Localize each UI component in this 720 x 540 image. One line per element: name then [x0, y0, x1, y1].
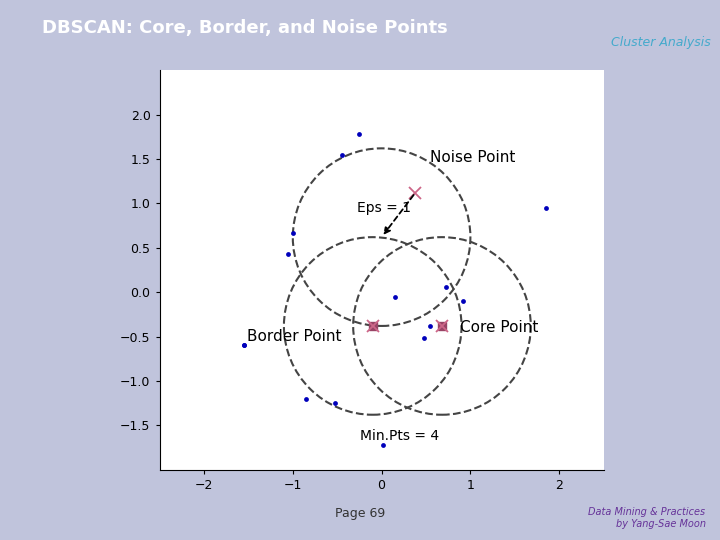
- Point: [389, 292, 400, 301]
- Point: [238, 341, 250, 350]
- Point: [457, 297, 469, 306]
- Text: Noise Point: Noise Point: [431, 150, 516, 165]
- Point: [425, 322, 436, 330]
- Point: [282, 249, 294, 258]
- Point: [287, 228, 299, 237]
- Text: DBSCAN: Core, Border, and Noise Points: DBSCAN: Core, Border, and Noise Points: [42, 19, 448, 37]
- Text: Min.Pts = 4: Min.Pts = 4: [360, 429, 439, 443]
- Point: [330, 399, 341, 408]
- Text: Data Mining & Practices
by Yang-Sae Moon: Data Mining & Practices by Yang-Sae Moon: [588, 508, 706, 529]
- Point: [300, 394, 312, 403]
- Point: [440, 282, 451, 291]
- Point: [377, 441, 389, 449]
- Point: [418, 334, 430, 343]
- Text: Border Point: Border Point: [247, 329, 341, 344]
- Point: [238, 341, 250, 350]
- Text: Core Point: Core Point: [460, 320, 538, 335]
- Text: Eps = 1: Eps = 1: [356, 201, 410, 215]
- Text: Page 69: Page 69: [335, 507, 385, 520]
- Point: [540, 204, 552, 212]
- Point: [336, 150, 347, 159]
- Text: Cluster Analysis: Cluster Analysis: [611, 36, 711, 49]
- Point: [354, 130, 365, 138]
